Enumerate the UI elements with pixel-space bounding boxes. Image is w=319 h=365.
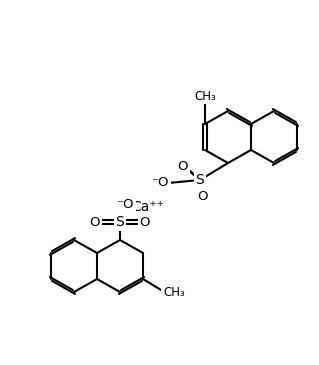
Text: O: O: [178, 161, 188, 173]
Text: ⁻O: ⁻O: [151, 177, 169, 189]
Text: CH₃: CH₃: [194, 89, 216, 103]
Text: CH₃: CH₃: [163, 287, 185, 300]
Text: ⁻O: ⁻O: [116, 199, 134, 211]
Text: S: S: [115, 215, 124, 229]
Text: O: O: [198, 191, 208, 204]
Text: Ca⁺⁺: Ca⁺⁺: [131, 200, 164, 214]
Text: O: O: [140, 215, 150, 228]
Text: O: O: [90, 215, 100, 228]
Text: S: S: [196, 173, 204, 187]
